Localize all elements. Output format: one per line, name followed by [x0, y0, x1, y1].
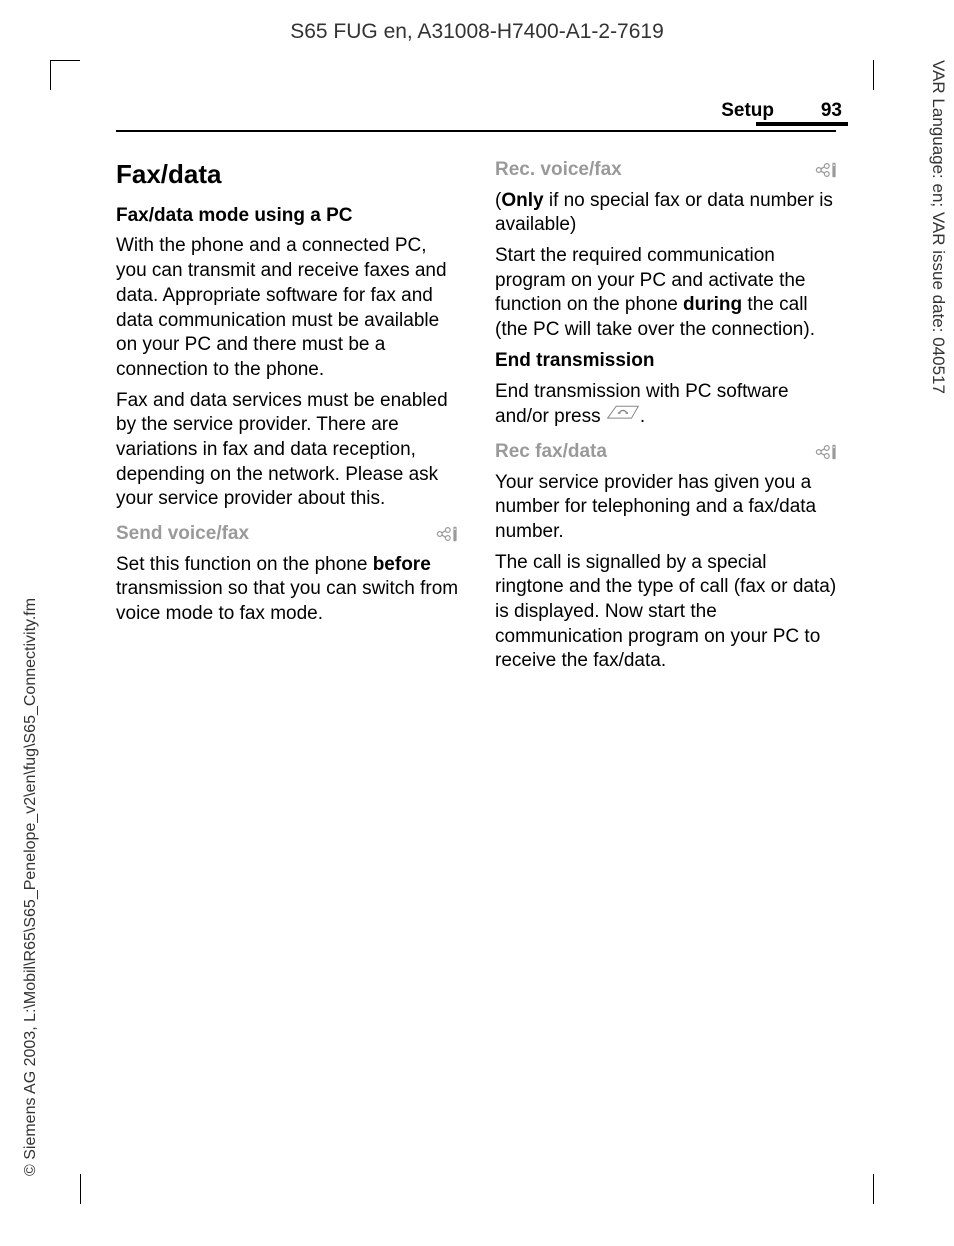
text: Set this function on the phone — [116, 554, 373, 575]
text: . — [640, 406, 645, 427]
paragraph: Start the required communication program… — [495, 244, 838, 343]
bold-text: before — [373, 554, 431, 575]
label-text: Rec. voice/fax — [495, 158, 622, 183]
label-send-voice-fax: Send voice/fax — [116, 522, 459, 547]
text: if no special fax or data number is avai… — [495, 190, 833, 236]
header-rule-strong — [756, 122, 848, 126]
label-rec-fax-data: Rec fax/data — [495, 440, 838, 465]
network-icon — [814, 443, 838, 461]
crop-mark — [50, 60, 80, 90]
paragraph: With the phone and a connected PC, you c… — [116, 234, 459, 382]
label-text: Send voice/fax — [116, 522, 249, 547]
content-area: Fax/data Fax/data mode using a PC With t… — [116, 158, 838, 674]
crop-mark — [873, 1174, 874, 1204]
heading-faxdata: Fax/data — [116, 158, 459, 192]
paragraph: (Only if no special fax or data number i… — [495, 189, 838, 238]
page-number: 93 — [821, 100, 842, 122]
label-rec-voice-fax: Rec. voice/fax — [495, 158, 838, 183]
right-column: Rec. voice/fax (Only if no special fax o… — [495, 158, 838, 674]
paragraph: Set this function on the phone before tr… — [116, 553, 459, 627]
var-language-date: VAR Language: en; VAR issue date: 040517 — [928, 60, 948, 394]
left-column: Fax/data Fax/data mode using a PC With t… — [116, 158, 459, 674]
bold-text: during — [683, 294, 742, 315]
doc-title: S65 FUG en, A31008-H7400-A1-2-7619 — [0, 20, 954, 44]
section-label: Setup — [721, 100, 774, 122]
crop-mark — [873, 60, 874, 90]
text: transmission so that you can switch from… — [116, 578, 458, 624]
paragraph: The call is signalled by a special ringt… — [495, 551, 838, 674]
end-key-icon — [606, 404, 640, 430]
paragraph: Fax and data services must be enabled by… — [116, 389, 459, 512]
paragraph: End transmission with PC software and/or… — [495, 380, 838, 430]
subheading-end-transmission: End transmission — [495, 349, 838, 374]
label-text: Rec fax/data — [495, 440, 607, 465]
footer-filepath: © Siemens AG 2003, L:\Mobil\R65\S65_Pene… — [22, 598, 40, 1176]
bold-text: Only — [501, 190, 543, 211]
subheading-faxdata-pc: Fax/data mode using a PC — [116, 204, 459, 229]
paragraph: Your service provider has given you a nu… — [495, 471, 838, 545]
network-icon — [435, 525, 459, 543]
header-rule — [116, 130, 836, 132]
crop-mark — [80, 1174, 81, 1204]
network-icon — [814, 161, 838, 179]
